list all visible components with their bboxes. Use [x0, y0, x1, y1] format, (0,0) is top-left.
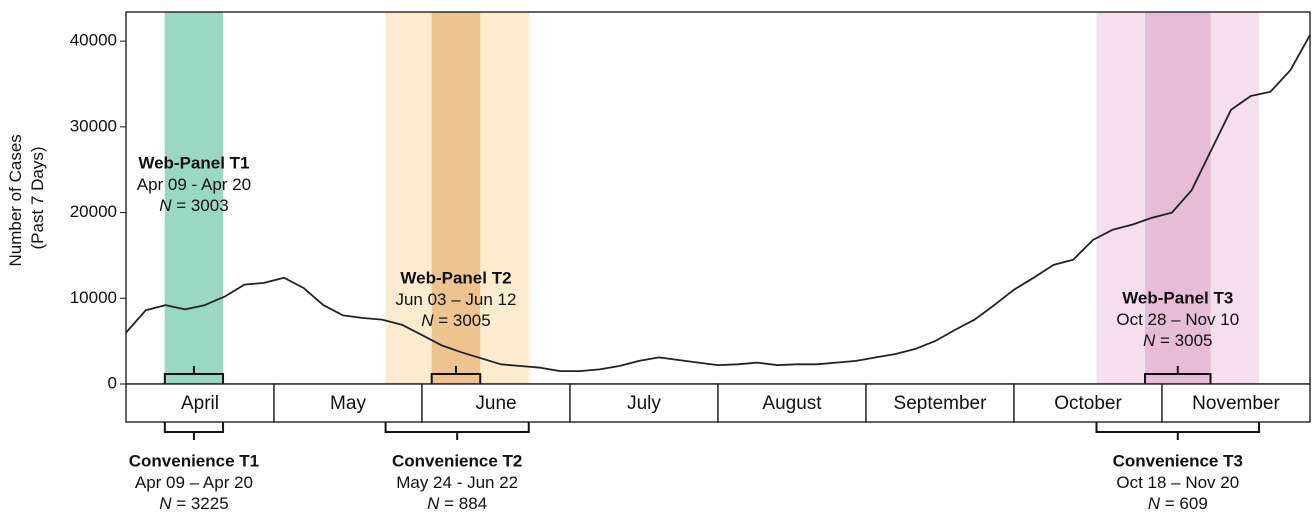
- period-range: Apr 09 - Apr 20: [137, 175, 251, 194]
- period-name: Web-Panel T3: [1122, 288, 1233, 307]
- y-tick-label: 30000: [70, 116, 117, 135]
- sample-size: = 3005: [1155, 331, 1212, 350]
- period-name: Web-Panel T1: [138, 153, 249, 172]
- period-bracket: [1144, 366, 1212, 384]
- sample-symbol: N: [1143, 331, 1156, 350]
- sample-symbol: N: [1148, 494, 1161, 513]
- month-label: April: [181, 393, 219, 414]
- y-tick-label: 40000: [70, 31, 117, 50]
- month-box: [273, 383, 423, 423]
- sample-size: = 3225: [171, 494, 228, 513]
- period-bracket: [163, 422, 225, 440]
- period-bracket: [1095, 422, 1261, 440]
- period-range: Oct 18 – Nov 20: [1116, 473, 1239, 492]
- month-label: August: [762, 393, 822, 414]
- period-name: Convenience T2: [392, 451, 522, 470]
- period-band: [431, 12, 481, 384]
- period-range: May 24 - Jun 22: [396, 473, 518, 492]
- sample-size: = 884: [439, 494, 487, 513]
- sample-symbol: N: [159, 494, 172, 513]
- period-name: Web-Panel T2: [400, 268, 511, 287]
- period-range: Apr 09 – Apr 20: [135, 473, 253, 492]
- month-label: September: [894, 393, 988, 414]
- y-axis-label-line: Number of Cases: [6, 134, 25, 266]
- month-label: July: [627, 393, 661, 414]
- y-tick-label: 0: [108, 373, 117, 392]
- month-box: [717, 383, 867, 423]
- y-tick-label: 10000: [70, 288, 117, 307]
- month-label: June: [475, 393, 516, 414]
- month-label: May: [330, 393, 366, 414]
- sample-symbol: N: [159, 196, 172, 215]
- period-sample: N = 3225: [159, 494, 228, 513]
- period-sample: N = 3003: [159, 196, 228, 215]
- period-band: [1145, 12, 1211, 384]
- period-bracket: [384, 422, 530, 440]
- y-axis-label: Number of Cases (Past 7 Days): [6, 129, 47, 266]
- sample-size: = 609: [1160, 494, 1208, 513]
- cases-line: [125, 34, 1311, 372]
- sample-size: = 3003: [171, 196, 228, 215]
- month-box: [421, 383, 571, 423]
- period-bracket: [430, 366, 482, 384]
- month-label: October: [1054, 393, 1122, 414]
- period-sample: N = 3005: [421, 311, 490, 330]
- sample-symbol: N: [421, 311, 434, 330]
- sample-symbol: N: [427, 494, 440, 513]
- period-sample: N = 609: [1148, 494, 1208, 513]
- period-sample: N = 884: [427, 494, 487, 513]
- month-box: [1013, 383, 1163, 423]
- y-axis-label-line: (Past 7 Days): [28, 147, 47, 250]
- period-range: Jun 03 – Jun 12: [395, 290, 516, 309]
- month-label: November: [1192, 393, 1280, 414]
- period-band: [164, 12, 224, 384]
- period-sample: N = 3005: [1143, 331, 1212, 350]
- y-tick-label: 20000: [70, 202, 117, 221]
- period-name: Convenience T1: [129, 451, 259, 470]
- month-box: [1161, 383, 1311, 423]
- period-bracket: [163, 366, 225, 384]
- sample-size: = 3005: [434, 311, 491, 330]
- period-range: Oct 28 – Nov 10: [1116, 310, 1239, 329]
- month-box: [569, 383, 719, 423]
- period-name: Convenience T3: [1113, 451, 1243, 470]
